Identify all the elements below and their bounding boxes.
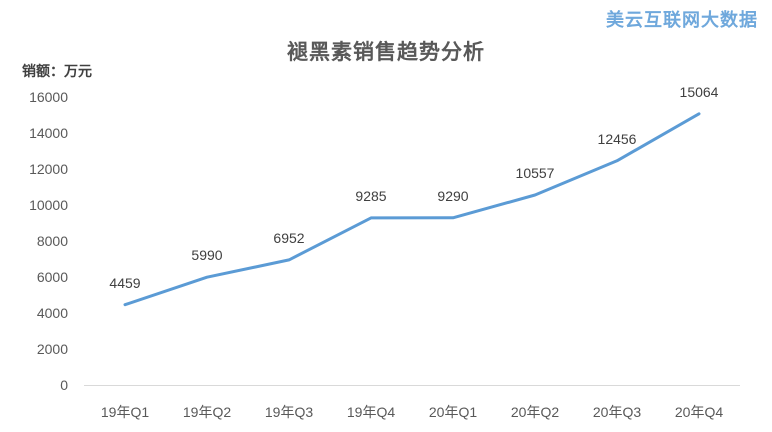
x-tick-label: 20年Q3 bbox=[592, 404, 642, 420]
data-point-label: 9290 bbox=[437, 187, 469, 204]
y-tick-label: 0 bbox=[60, 377, 68, 393]
data-point-label: 4459 bbox=[109, 274, 141, 291]
x-tick-label: 19年Q1 bbox=[100, 404, 150, 420]
data-point-label: 5990 bbox=[191, 247, 223, 264]
y-tick-label: 14000 bbox=[29, 125, 68, 141]
data-point-label: 9285 bbox=[355, 187, 387, 204]
y-tick-label: 6000 bbox=[36, 269, 68, 285]
y-tick-label: 8000 bbox=[36, 233, 68, 249]
y-tick-label: 12000 bbox=[29, 161, 68, 177]
data-point-label: 15064 bbox=[679, 83, 719, 100]
chart-title: 褪黑素销售趋势分析 bbox=[287, 41, 485, 64]
x-tick-label: 19年Q2 bbox=[182, 404, 232, 420]
y-tick-label: 16000 bbox=[29, 89, 68, 105]
y-tick-label: 2000 bbox=[36, 341, 68, 357]
y-axis-title: 销额：万元 bbox=[22, 63, 92, 79]
y-tick-label: 10000 bbox=[29, 197, 68, 213]
data-point-label: 6952 bbox=[273, 229, 305, 246]
x-tick-label: 19年Q3 bbox=[264, 404, 314, 420]
x-tick-label: 20年Q2 bbox=[510, 404, 560, 420]
x-tick-label: 20年Q1 bbox=[428, 404, 478, 420]
sales-series-line bbox=[123, 112, 701, 307]
y-tick-label: 4000 bbox=[36, 305, 68, 321]
data-point-label: 10557 bbox=[515, 164, 555, 181]
brand-text: 美云互联网大数据 bbox=[606, 10, 758, 30]
x-tick-label: 19年Q4 bbox=[346, 404, 396, 420]
data-point-label: 12456 bbox=[597, 130, 637, 147]
x-tick-label: 20年Q4 bbox=[674, 404, 724, 420]
